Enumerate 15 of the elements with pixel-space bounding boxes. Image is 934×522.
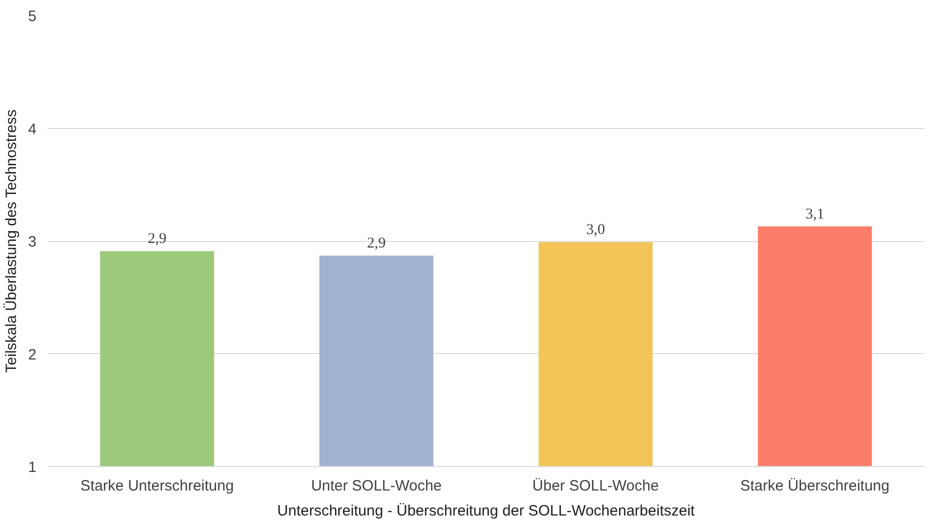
y-axis-title: Teilskala Überlastung des Technostress <box>3 110 20 373</box>
y-tick-label: 5 <box>28 8 36 25</box>
x-axis-title: Unterschreitung - Überschreitung der SOLL-Wochenarbeitszeit <box>277 502 696 520</box>
y-tick-label: 3 <box>28 234 36 250</box>
y-tick-label: 4 <box>28 120 36 138</box>
data-label: 3,0 <box>586 222 605 238</box>
x-tick-label: Unter SOLL-Woche <box>311 478 442 494</box>
data-label: 2,9 <box>367 236 386 252</box>
data-label: 2,9 <box>148 231 166 248</box>
y-tick-label: 2 <box>28 346 36 364</box>
x-tick-label: Über SOLL-Woche <box>532 478 659 494</box>
data-label: 3,1 <box>806 206 824 222</box>
x-tick-label: Starke Überschreitung <box>740 478 890 494</box>
y-tick-label: 1 <box>28 459 36 476</box>
x-tick-label: Starke Unterschreitung <box>80 478 234 494</box>
